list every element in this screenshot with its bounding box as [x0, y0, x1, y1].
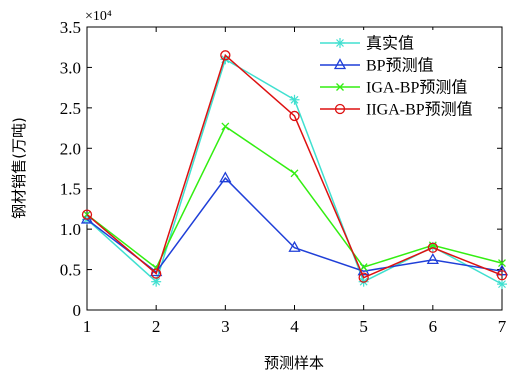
series-point-stroke — [290, 169, 299, 178]
x-axis-title: 预测样本 — [264, 354, 324, 372]
series-point — [151, 276, 162, 287]
legend-marker — [334, 103, 346, 115]
series-point — [221, 122, 230, 131]
legend-item: BP预测值 — [320, 57, 434, 75]
series-point-shape — [288, 240, 301, 252]
series-point — [359, 263, 368, 272]
legend-item: 真实值 — [320, 35, 414, 53]
series-point — [219, 171, 232, 183]
legend-label: 真实值 — [366, 35, 414, 53]
series-point — [151, 268, 162, 279]
series-point-stroke — [221, 122, 230, 131]
series-point-stroke — [359, 263, 368, 272]
series-point-shape — [496, 270, 508, 281]
x-tick-label: 5 — [359, 317, 368, 336]
legend-item: IIGA-BP预测值 — [320, 101, 473, 119]
y-tick-label: 1.0 — [60, 220, 81, 239]
legend-marker-stroke — [336, 39, 344, 47]
series-point — [289, 94, 300, 105]
series-point-stroke — [498, 280, 506, 289]
legend-label: IIGA-BP预测值 — [366, 101, 473, 119]
series-point-shape — [427, 242, 438, 253]
series-point-shape — [219, 171, 232, 183]
x-tick-label: 1 — [83, 317, 92, 336]
series-point — [358, 272, 369, 283]
legend-marker-shape — [334, 103, 346, 115]
series-point — [496, 270, 508, 281]
y-tick-label: 3.5 — [60, 18, 81, 37]
series-point — [289, 110, 300, 122]
series-point — [81, 209, 93, 220]
series-point — [426, 253, 439, 265]
legend-marker-shape — [333, 58, 347, 70]
series-point-shape — [220, 50, 231, 61]
series-point-shape — [289, 110, 300, 122]
series-point — [290, 169, 299, 178]
series-layer — [80, 50, 509, 290]
legend-marker — [333, 58, 347, 70]
axes-layer: 1 2 3 4 5 6 7 0 0.5 1.0 1.5 2.0 2.5 3.0 3.5 — [60, 18, 507, 336]
x-tick-label: 7 — [498, 317, 507, 336]
series-point-stroke — [152, 277, 161, 286]
series-line — [86, 53, 503, 279]
series-point-shape — [151, 268, 162, 279]
series-point-stroke — [428, 241, 437, 250]
legend-label: IGA-BP预测值 — [366, 79, 467, 97]
legend-item: IGA-BP预测值 — [320, 79, 467, 97]
series-point-shape — [81, 209, 93, 220]
y-tick-label: 1.5 — [60, 180, 81, 199]
y-tick-label: 3.0 — [60, 58, 81, 77]
y-axis-title: 钢材销售(万吨) — [10, 117, 28, 219]
legend-marker-stroke — [336, 83, 344, 91]
series-point — [427, 242, 438, 253]
y-tick-label: 0 — [73, 301, 82, 320]
legend: 真实值 BP预测值 IGA-BP预测值 IIGA-BP预测值 — [312, 30, 498, 126]
series-point-shape — [358, 272, 369, 283]
x-tick-label: 3 — [221, 317, 230, 336]
series-point — [498, 259, 506, 268]
series-point-stroke — [290, 95, 299, 104]
series-3 — [81, 50, 508, 283]
legend-label: BP预测值 — [366, 57, 434, 75]
legend-marker — [336, 83, 344, 91]
series-point — [288, 240, 301, 252]
series-point — [497, 279, 507, 290]
legend-marker — [335, 38, 345, 48]
y-exponent-label: ×10⁴ — [85, 9, 112, 24]
series-point — [220, 50, 231, 61]
series-point-shape — [426, 253, 439, 265]
series-point-stroke — [498, 259, 506, 268]
x-tick-label: 2 — [152, 317, 161, 336]
x-tick-label: 6 — [429, 317, 438, 336]
y-tick-label: 0.5 — [60, 261, 81, 280]
y-tick-label: 2.5 — [60, 99, 81, 118]
y-tick-label: 2.0 — [60, 139, 81, 158]
series-point — [428, 241, 437, 250]
x-tick-label: 4 — [290, 317, 299, 336]
